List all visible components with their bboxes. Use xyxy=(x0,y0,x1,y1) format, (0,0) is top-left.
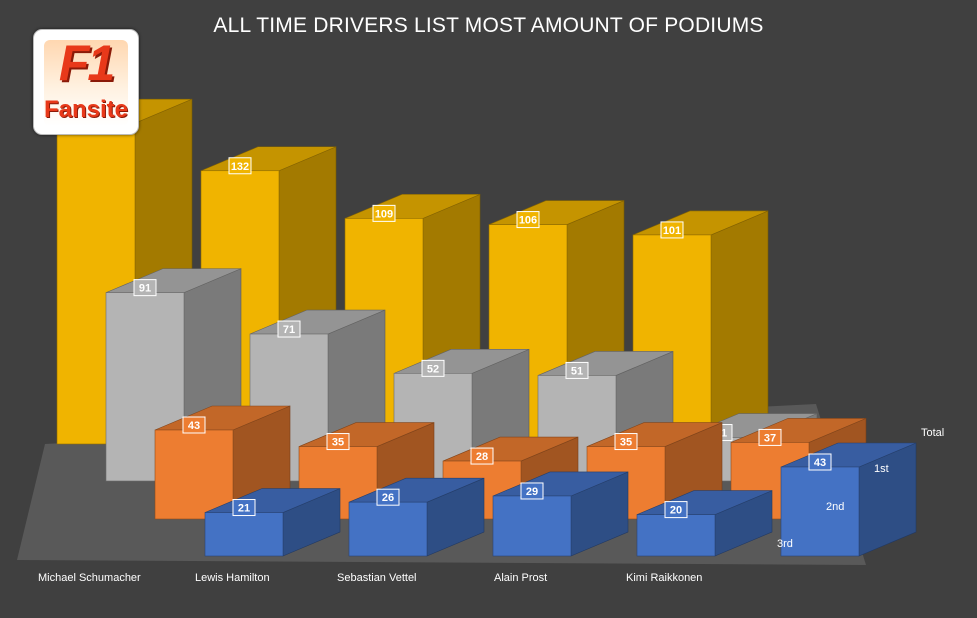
series-axis-label-3rd: 3rd xyxy=(777,538,793,550)
bar-3rd-alain-prost-label: 20 xyxy=(670,505,682,517)
bar-2nd-kimi-raikkonen-label: 37 xyxy=(764,432,776,444)
bar-1st-michael-schumacher-label-box xyxy=(133,279,157,297)
bar-total-alain-prost-label: 106 xyxy=(519,215,537,227)
bar-1st-michael-schumacher-label: 91 xyxy=(139,283,151,295)
bar-2nd-alain-prost-label-box xyxy=(614,433,638,451)
bar-1st-alain-prost-label-box xyxy=(565,361,589,379)
bar-2nd-lewis-hamilton-label: 35 xyxy=(332,437,344,449)
bar-1st-sebastian-vettel-label: 52 xyxy=(427,363,439,375)
bar-2nd-michael-schumacher-label: 43 xyxy=(188,420,200,432)
bar-total-sebastian-vettel-label-box xyxy=(372,204,396,222)
series-axis-label-1st: 1st xyxy=(874,463,889,475)
bar-total-lewis-hamilton-label-box xyxy=(228,157,252,175)
bar-2nd-alain-prost-label: 35 xyxy=(620,437,632,449)
series-axis-label-total: Total xyxy=(921,427,944,439)
bar-total-alain-prost-label-box xyxy=(516,211,540,229)
bar-2nd-kimi-raikkonen-label-box xyxy=(758,428,782,446)
bar-total-kimi-raikkonen-label: 101 xyxy=(663,225,681,237)
bar-3rd-sebastian-vettel-label: 29 xyxy=(526,486,538,498)
category-label-sebastian-vettel: Sebastian Vettel xyxy=(337,572,417,584)
bar-2nd-lewis-hamilton-label-box xyxy=(326,433,350,451)
bar-3rd-alain-prost-label-box xyxy=(664,501,688,519)
bar-total-sebastian-vettel-label: 109 xyxy=(375,208,393,220)
bar-3rd-michael-schumacher xyxy=(204,512,284,557)
category-label-alain-prost: Alain Prost xyxy=(494,572,547,584)
bar-2nd-michael-schumacher-label-box xyxy=(182,416,206,434)
bar-1st-alain-prost-label: 51 xyxy=(571,365,583,377)
chart-title: ALL TIME DRIVERS LIST MOST AMOUNT OF POD… xyxy=(213,14,764,37)
bar-3rd-lewis-hamilton xyxy=(348,501,428,557)
bar-3rd-michael-schumacher-label-box xyxy=(232,499,256,517)
bar-3rd-kimi-raikkonen-label-box xyxy=(808,453,832,471)
bar-3rd-sebastian-vettel-label-box xyxy=(520,482,544,500)
bar-3rd-lewis-hamilton-label-box xyxy=(376,488,400,506)
category-label-michael-schumacher: Michael Schumacher xyxy=(38,572,141,584)
bar-2nd-sebastian-vettel-label-box xyxy=(470,447,494,465)
bar-total-kimi-raikkonen-label-box xyxy=(660,221,684,239)
logo-f1-text: F1 xyxy=(58,35,115,91)
bar-3rd-sebastian-vettel xyxy=(492,495,572,557)
f1-fansite-logo: F1 Fansite xyxy=(33,29,139,135)
bar-3rd-kimi-raikkonen xyxy=(780,466,860,557)
bar-3rd-lewis-hamilton-label: 26 xyxy=(382,492,394,504)
bar-2nd-michael-schumacher xyxy=(154,429,234,520)
bar-2nd-sebastian-vettel-label: 28 xyxy=(476,451,488,463)
category-label-lewis-hamilton: Lewis Hamilton xyxy=(195,572,270,584)
bar-1st-lewis-hamilton-label-box xyxy=(277,320,301,338)
logo-fansite-text: Fansite xyxy=(43,96,129,123)
series-axis-label-2nd: 2nd xyxy=(826,501,844,513)
bar-1st-sebastian-vettel-label-box xyxy=(421,359,445,377)
bar-1st-lewis-hamilton-label: 71 xyxy=(283,324,295,336)
bar-3rd-kimi-raikkonen-label: 43 xyxy=(814,457,826,469)
bar-total-lewis-hamilton-label: 132 xyxy=(231,161,249,173)
bar-3rd-alain-prost xyxy=(636,514,716,557)
category-label-kimi-raikkonen: Kimi Raikkonen xyxy=(626,572,702,584)
bar-3rd-michael-schumacher-label: 21 xyxy=(238,503,250,515)
bar-total-kimi-raikkonen-side xyxy=(710,210,769,445)
